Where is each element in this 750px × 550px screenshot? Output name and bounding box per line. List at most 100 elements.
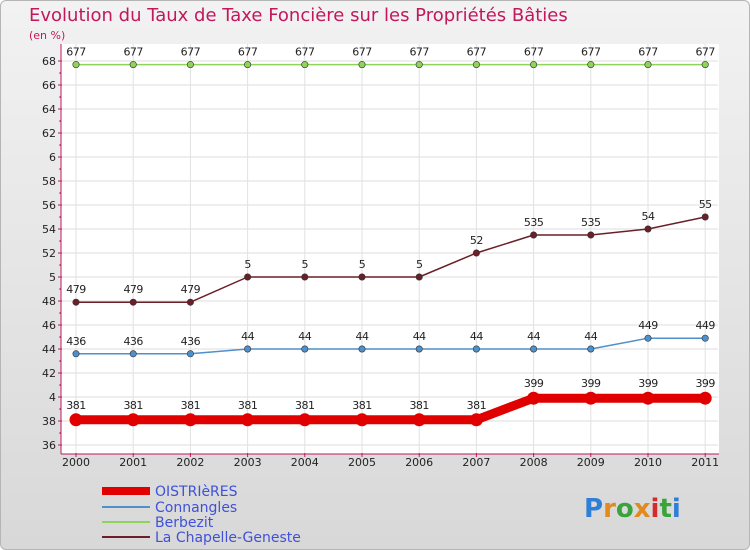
- data-label: 479: [123, 283, 143, 296]
- data-label: 479: [181, 283, 201, 296]
- data-point: [584, 391, 598, 405]
- logo-letter: o: [616, 494, 634, 524]
- x-tick-label: 2009: [577, 456, 605, 469]
- y-tick-label: 36: [42, 439, 56, 452]
- data-label: 54: [642, 210, 655, 223]
- data-point: [298, 413, 312, 427]
- logo-letter: P: [584, 494, 603, 524]
- y-minor-tick: [59, 168, 61, 170]
- y-minor-tick: [59, 240, 61, 242]
- x-tick-label: 2005: [348, 456, 376, 469]
- y-minor-tick: [59, 192, 61, 194]
- data-point: [241, 413, 255, 427]
- data-label: 381: [352, 399, 372, 412]
- y-tick-label: 58: [42, 175, 56, 188]
- y-minor-tick: [59, 336, 61, 338]
- y-tick-label: 46: [42, 319, 56, 332]
- data-label: 479: [66, 283, 86, 296]
- data-point: [72, 350, 80, 358]
- y-tick-label: 68: [42, 55, 56, 68]
- data-point: [469, 413, 483, 427]
- y-tick-label: 4: [49, 391, 56, 404]
- x-tick-label: 2008: [520, 456, 548, 469]
- data-point: [186, 350, 194, 358]
- data-point: [69, 413, 83, 427]
- data-point: [301, 273, 309, 281]
- data-label: 399: [581, 377, 601, 390]
- data-label: 44: [470, 330, 483, 343]
- data-point: [186, 298, 194, 306]
- data-point: [183, 413, 197, 427]
- data-point: [301, 345, 309, 353]
- y-minor-tick: [59, 288, 61, 290]
- data-label: 677: [638, 46, 658, 59]
- data-label: 677: [181, 46, 201, 59]
- data-point: [301, 61, 309, 69]
- logo-letter: x: [634, 494, 651, 524]
- data-point: [472, 345, 480, 353]
- data-label: 44: [356, 330, 369, 343]
- data-point: [641, 391, 655, 405]
- series-oistri-res: 381 381 381 381 381 381 381 381 399 399 399 399: [66, 377, 716, 427]
- y-tick-label: 42: [42, 367, 56, 380]
- data-point: [530, 231, 538, 239]
- logo-text: Proxiti: [584, 494, 681, 524]
- legend-label: Connangles: [155, 500, 237, 516]
- data-point: [701, 61, 709, 69]
- data-label: 44: [298, 330, 311, 343]
- y-minor-tick: [59, 432, 61, 434]
- data-point: [472, 61, 480, 69]
- data-label: 677: [581, 46, 601, 59]
- y-minor-tick: [59, 384, 61, 386]
- y-tick-label: 62: [42, 127, 56, 140]
- y-tick-label: 56: [42, 199, 56, 212]
- data-label: 436: [181, 335, 201, 348]
- data-label: 677: [695, 46, 715, 59]
- x-tick-label: 2007: [462, 456, 490, 469]
- y-minor-tick: [59, 144, 61, 146]
- data-point: [358, 273, 366, 281]
- plot-area: [61, 44, 719, 454]
- logo-letter: t: [659, 494, 671, 524]
- y-minor-tick: [59, 360, 61, 362]
- y-tick-label: 44: [42, 343, 56, 356]
- x-tick-label: 2010: [634, 456, 662, 469]
- x-tick-label: 2011: [691, 456, 719, 469]
- data-point: [527, 391, 541, 405]
- x-tick-label: 2004: [291, 456, 319, 469]
- data-label: 5: [302, 258, 309, 271]
- y-minor-tick: [59, 408, 61, 410]
- data-point: [698, 391, 712, 405]
- data-label: 381: [409, 399, 429, 412]
- data-label: 677: [524, 46, 544, 59]
- data-label: 44: [527, 330, 540, 343]
- data-point: [126, 413, 140, 427]
- data-point: [472, 249, 480, 257]
- data-point: [415, 273, 423, 281]
- data-label: 381: [123, 399, 143, 412]
- data-point: [415, 61, 423, 69]
- y-tick-label: 6: [49, 151, 56, 164]
- series-line: [75, 216, 706, 303]
- data-point: [244, 61, 252, 69]
- series-line: [75, 337, 706, 355]
- data-point: [415, 345, 423, 353]
- data-label: 677: [238, 46, 258, 59]
- data-label: 381: [295, 399, 315, 412]
- data-label: 449: [695, 319, 715, 332]
- data-point: [72, 61, 80, 69]
- data-point: [244, 345, 252, 353]
- data-point: [587, 231, 595, 239]
- data-point: [72, 298, 80, 306]
- series-line: [71, 393, 710, 425]
- data-point: [644, 61, 652, 69]
- data-point: [701, 334, 709, 342]
- data-label: 677: [409, 46, 429, 59]
- logo-letter: i: [672, 494, 681, 524]
- data-label: 44: [413, 330, 426, 343]
- data-point: [412, 413, 426, 427]
- data-label: 381: [181, 399, 201, 412]
- data-label: 52: [470, 234, 483, 247]
